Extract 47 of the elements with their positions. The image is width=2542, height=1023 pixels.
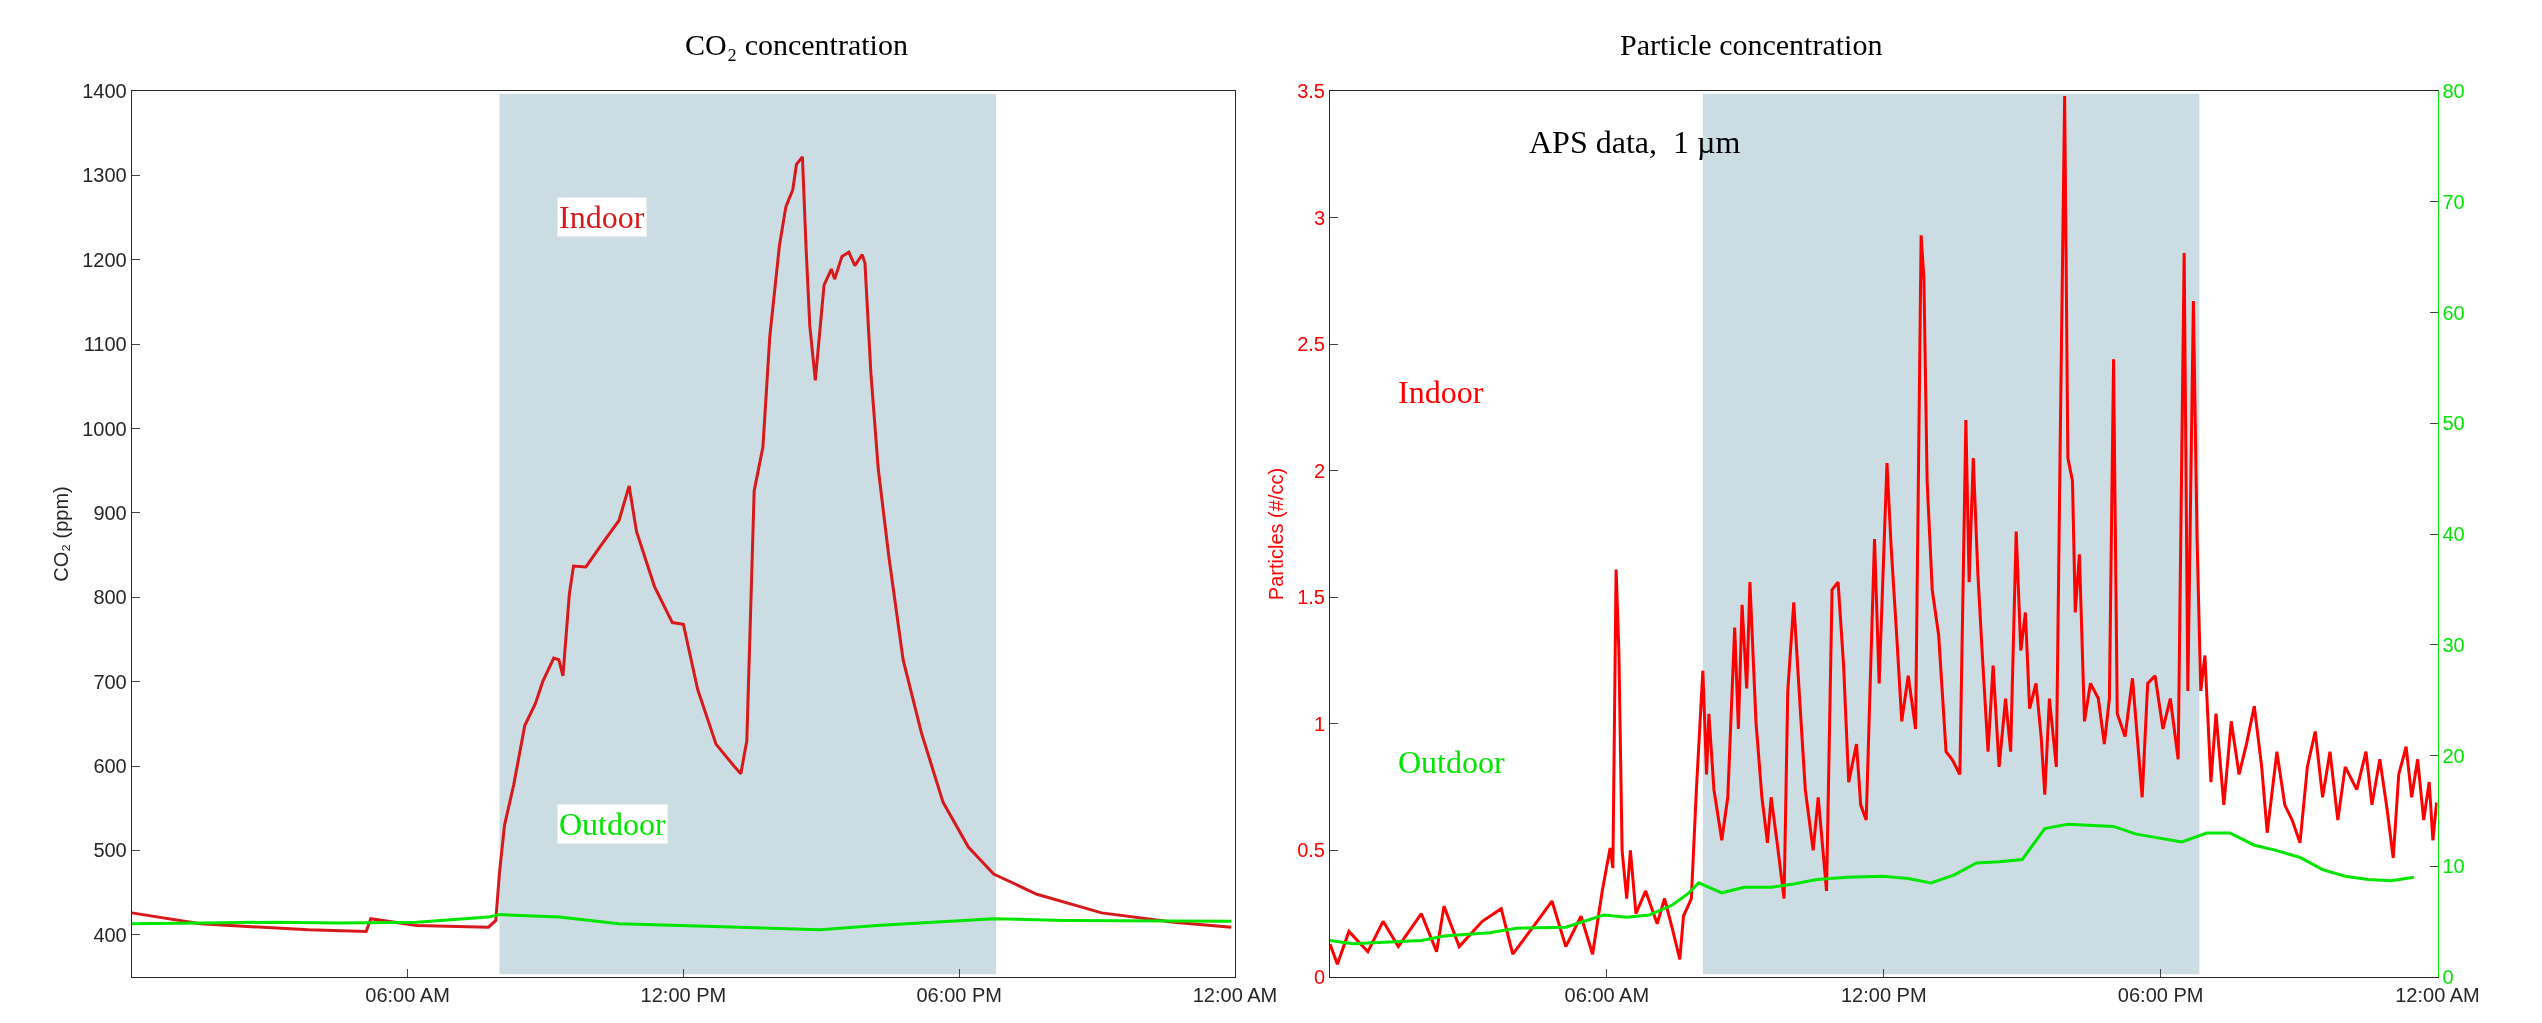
chart-title: Particle concentration [1620, 28, 1883, 61]
x-tick-label: 12:00 AM [1192, 984, 1278, 1006]
text: Indoor [1398, 374, 1484, 410]
x-tick-label: 06:00 PM [2117, 984, 2204, 1006]
y-tick-label: 2.5 [1297, 333, 1325, 356]
y-tick-label: 1 [1313, 712, 1325, 735]
annotation: APS data, 1 µm [1529, 124, 1741, 160]
y2-tick-label: 60 [2442, 301, 2465, 324]
x-tick-label: 06:00 PM [916, 984, 1002, 1006]
y-tick-label: 500 [93, 839, 127, 862]
y2-tick-label: 20 [2442, 744, 2465, 767]
y-tick-label: 900 [93, 501, 127, 524]
y-tick-label: 1000 [82, 417, 127, 440]
x-tick-label: 06:00 AM [1564, 984, 1650, 1006]
y-tick-label: 700 [93, 670, 127, 693]
line-series [131, 155, 1233, 933]
y-tick-label: 1200 [82, 248, 127, 271]
y-tick-label: 400 [93, 923, 127, 946]
y-axis-title: Particles (#/cc) [1264, 467, 1287, 601]
x-tick-label: 12:00 PM [640, 984, 727, 1006]
line-series [1330, 94, 2438, 966]
y-tick-label: 800 [93, 586, 127, 609]
y-tick-label: 1.5 [1297, 586, 1325, 609]
y2-tick-label: 10 [2442, 855, 2465, 878]
line-series [1330, 822, 2416, 946]
y-tick-label: 3 [1313, 206, 1325, 229]
y-tick-label: 0.5 [1297, 839, 1325, 862]
y-tick-label: 1100 [83, 333, 127, 356]
y-tick-label: 1300 [82, 164, 127, 187]
y-tick-label: 0 [1313, 966, 1325, 988]
y-tick-label: 3.5 [1297, 80, 1325, 102]
y2-tick-label: 30 [2442, 633, 2465, 656]
y2-tick-label: 80 [2442, 80, 2465, 102]
chart-title: CO₂ concentration [685, 28, 908, 61]
y2-tick-label: 70 [2442, 190, 2465, 213]
x-tick-label: 12:00 PM [1840, 984, 1927, 1006]
y-tick-label: 600 [93, 755, 127, 778]
y-axis-title: CO₂ (ppm) [49, 486, 72, 582]
line-series [131, 913, 1233, 932]
y-tick-label: 1400 [82, 80, 127, 102]
y2-tick-label: 50 [2442, 412, 2465, 435]
y2-tick-label: 40 [2442, 523, 2465, 545]
x-tick-label: 06:00 AM [365, 984, 450, 1006]
text: Indoor [559, 199, 645, 235]
text: Outdoor [1398, 744, 1505, 780]
y-tick-label: 2 [1313, 459, 1325, 482]
text: Outdoor [559, 806, 666, 842]
